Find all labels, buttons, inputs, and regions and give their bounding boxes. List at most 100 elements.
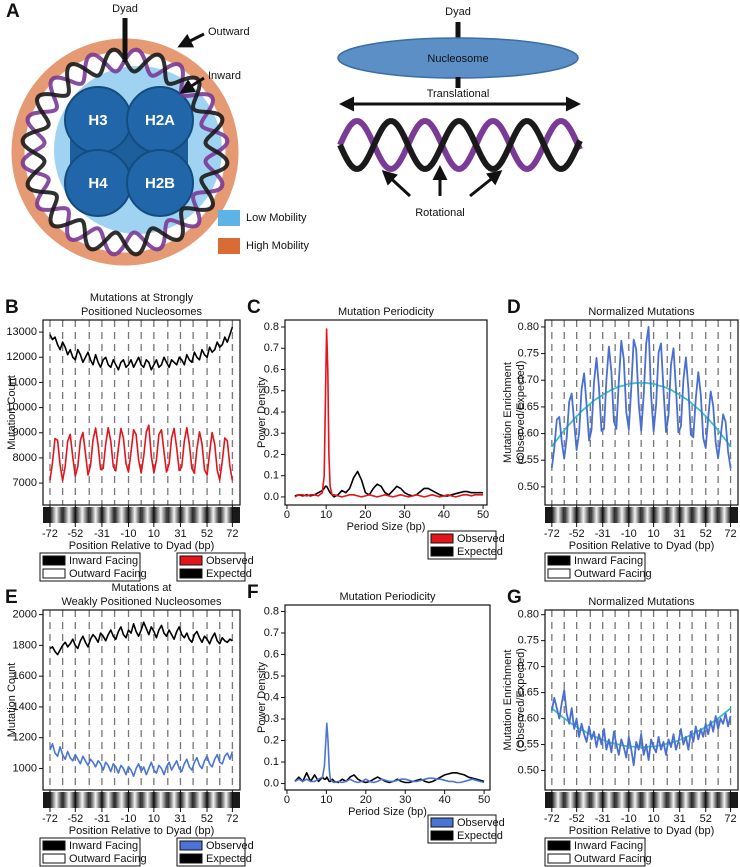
legend-swatch	[218, 238, 240, 254]
facing-stripe	[551, 792, 565, 808]
x-tick-label: -52	[67, 528, 83, 540]
chart-title: Normalized Mutations	[588, 596, 695, 608]
y-tick-label: 0.80	[518, 609, 539, 621]
facing-stripe	[576, 792, 591, 808]
facing-stripe	[564, 792, 577, 808]
x-tick-label: 10	[320, 794, 332, 806]
facing-stripe	[564, 507, 577, 523]
x-tick-label: 0	[284, 509, 290, 521]
x-tick-label: 50	[477, 509, 489, 521]
legend-label: Outward Facing	[574, 568, 652, 580]
x-tick-label: -10	[121, 528, 137, 540]
facing-stripe-edge	[545, 792, 552, 808]
facing-stripe	[167, 792, 181, 808]
facing-stripe	[193, 507, 208, 523]
facing-stripe-edge	[232, 792, 240, 808]
histone-label: H2A	[145, 112, 175, 129]
panel-letter: G	[507, 587, 522, 608]
chart-title: Mutations at	[112, 582, 172, 594]
y-tick-label: 1800	[13, 639, 37, 651]
y-tick-label: 0.50	[518, 764, 539, 776]
y-tick-label: 0.50	[518, 481, 539, 493]
facing-stripe	[705, 792, 719, 808]
panel-letter: F	[247, 582, 259, 603]
facing-stripe	[207, 792, 220, 808]
x-tick-label: 31	[174, 528, 186, 540]
y-tick-label: 10000	[6, 401, 37, 413]
facing-stripe	[602, 792, 616, 808]
facing-stripe	[153, 792, 168, 808]
y-tick-label: 0.1	[264, 756, 279, 768]
panel-letter: C	[247, 297, 261, 318]
x-tick-label: 40	[438, 509, 450, 521]
legend-swatch	[430, 533, 454, 544]
inward-label: Inward	[208, 70, 241, 82]
y-tick-label: 0.7	[264, 627, 279, 639]
x-tick-label: 20	[359, 509, 371, 521]
facing-stripe	[628, 507, 642, 523]
series-line	[294, 772, 485, 784]
panel-letter: A	[6, 1, 20, 22]
x-tick-label: 31	[674, 528, 686, 540]
facing-stripe	[207, 507, 220, 523]
legend-swatch	[179, 853, 203, 864]
x-tick-label: 31	[174, 813, 186, 825]
y-tick-label: 13000	[6, 326, 37, 338]
facing-stripe	[180, 792, 194, 808]
legend-swatch	[42, 853, 66, 864]
legend-swatch	[218, 210, 240, 226]
legend-swatch	[179, 568, 203, 579]
y-tick-label: 1000	[13, 762, 37, 774]
facing-stripe	[602, 507, 616, 523]
legend-swatch	[547, 853, 571, 864]
y-tick-label: 7000	[13, 477, 37, 489]
legend-label: Expected	[206, 853, 252, 865]
legend-label: High Mobility	[246, 240, 309, 252]
facing-stripe	[62, 507, 76, 523]
y-tick-label: 0.65	[518, 687, 539, 699]
series-line	[49, 424, 234, 482]
y-tick-label: 0.8	[264, 321, 279, 333]
facing-stripe	[653, 792, 668, 808]
x-axis-label: Position Relative to Dyad (bp)	[569, 825, 715, 837]
y-tick-label: 1200	[13, 732, 37, 744]
x-tick-label: 30	[399, 794, 411, 806]
x-tick-label: 52	[201, 813, 213, 825]
facing-stripe	[153, 507, 168, 523]
plot-frame	[284, 604, 491, 791]
panel-letter: E	[5, 587, 18, 608]
x-tick-label: -31	[94, 528, 110, 540]
facing-stripe	[114, 792, 129, 808]
x-tick-label: -10	[621, 813, 637, 825]
x-tick-label: 50	[478, 794, 490, 806]
x-tick-label: -52	[67, 813, 83, 825]
y-tick-label: 0.8	[264, 605, 279, 617]
x-axis-label: Position Relative to Dyad (bp)	[69, 540, 215, 552]
dna-strand	[337, 118, 583, 172]
panel-letter: B	[5, 297, 19, 318]
legend-swatch	[179, 840, 203, 851]
x-tick-label: -31	[94, 813, 110, 825]
facing-stripe	[141, 507, 154, 523]
y-tick-label: 11000	[7, 376, 37, 388]
plot-frame	[42, 609, 241, 791]
x-tick-label: -52	[569, 813, 585, 825]
facing-stripe	[62, 792, 76, 808]
facing-stripe	[679, 792, 693, 808]
x-tick-label: 10	[148, 813, 160, 825]
x-tick-label: -10	[121, 813, 137, 825]
plot-frame	[544, 609, 739, 791]
dna-strand	[337, 118, 583, 172]
x-tick-label: 52	[700, 813, 712, 825]
x-tick-label: -31	[595, 813, 611, 825]
legend-swatch	[547, 555, 571, 566]
x-tick-label: -31	[595, 528, 611, 540]
legend-swatch	[547, 840, 571, 851]
histone-label: H2B	[145, 175, 175, 192]
facing-stripe	[128, 507, 142, 523]
chart-title: Mutations at Strongly	[90, 292, 194, 304]
y-tick-label: 0.60	[518, 427, 539, 439]
y-tick-label: 0.60	[518, 712, 539, 724]
y-axis-label: (Observed/Expected)	[515, 361, 527, 465]
